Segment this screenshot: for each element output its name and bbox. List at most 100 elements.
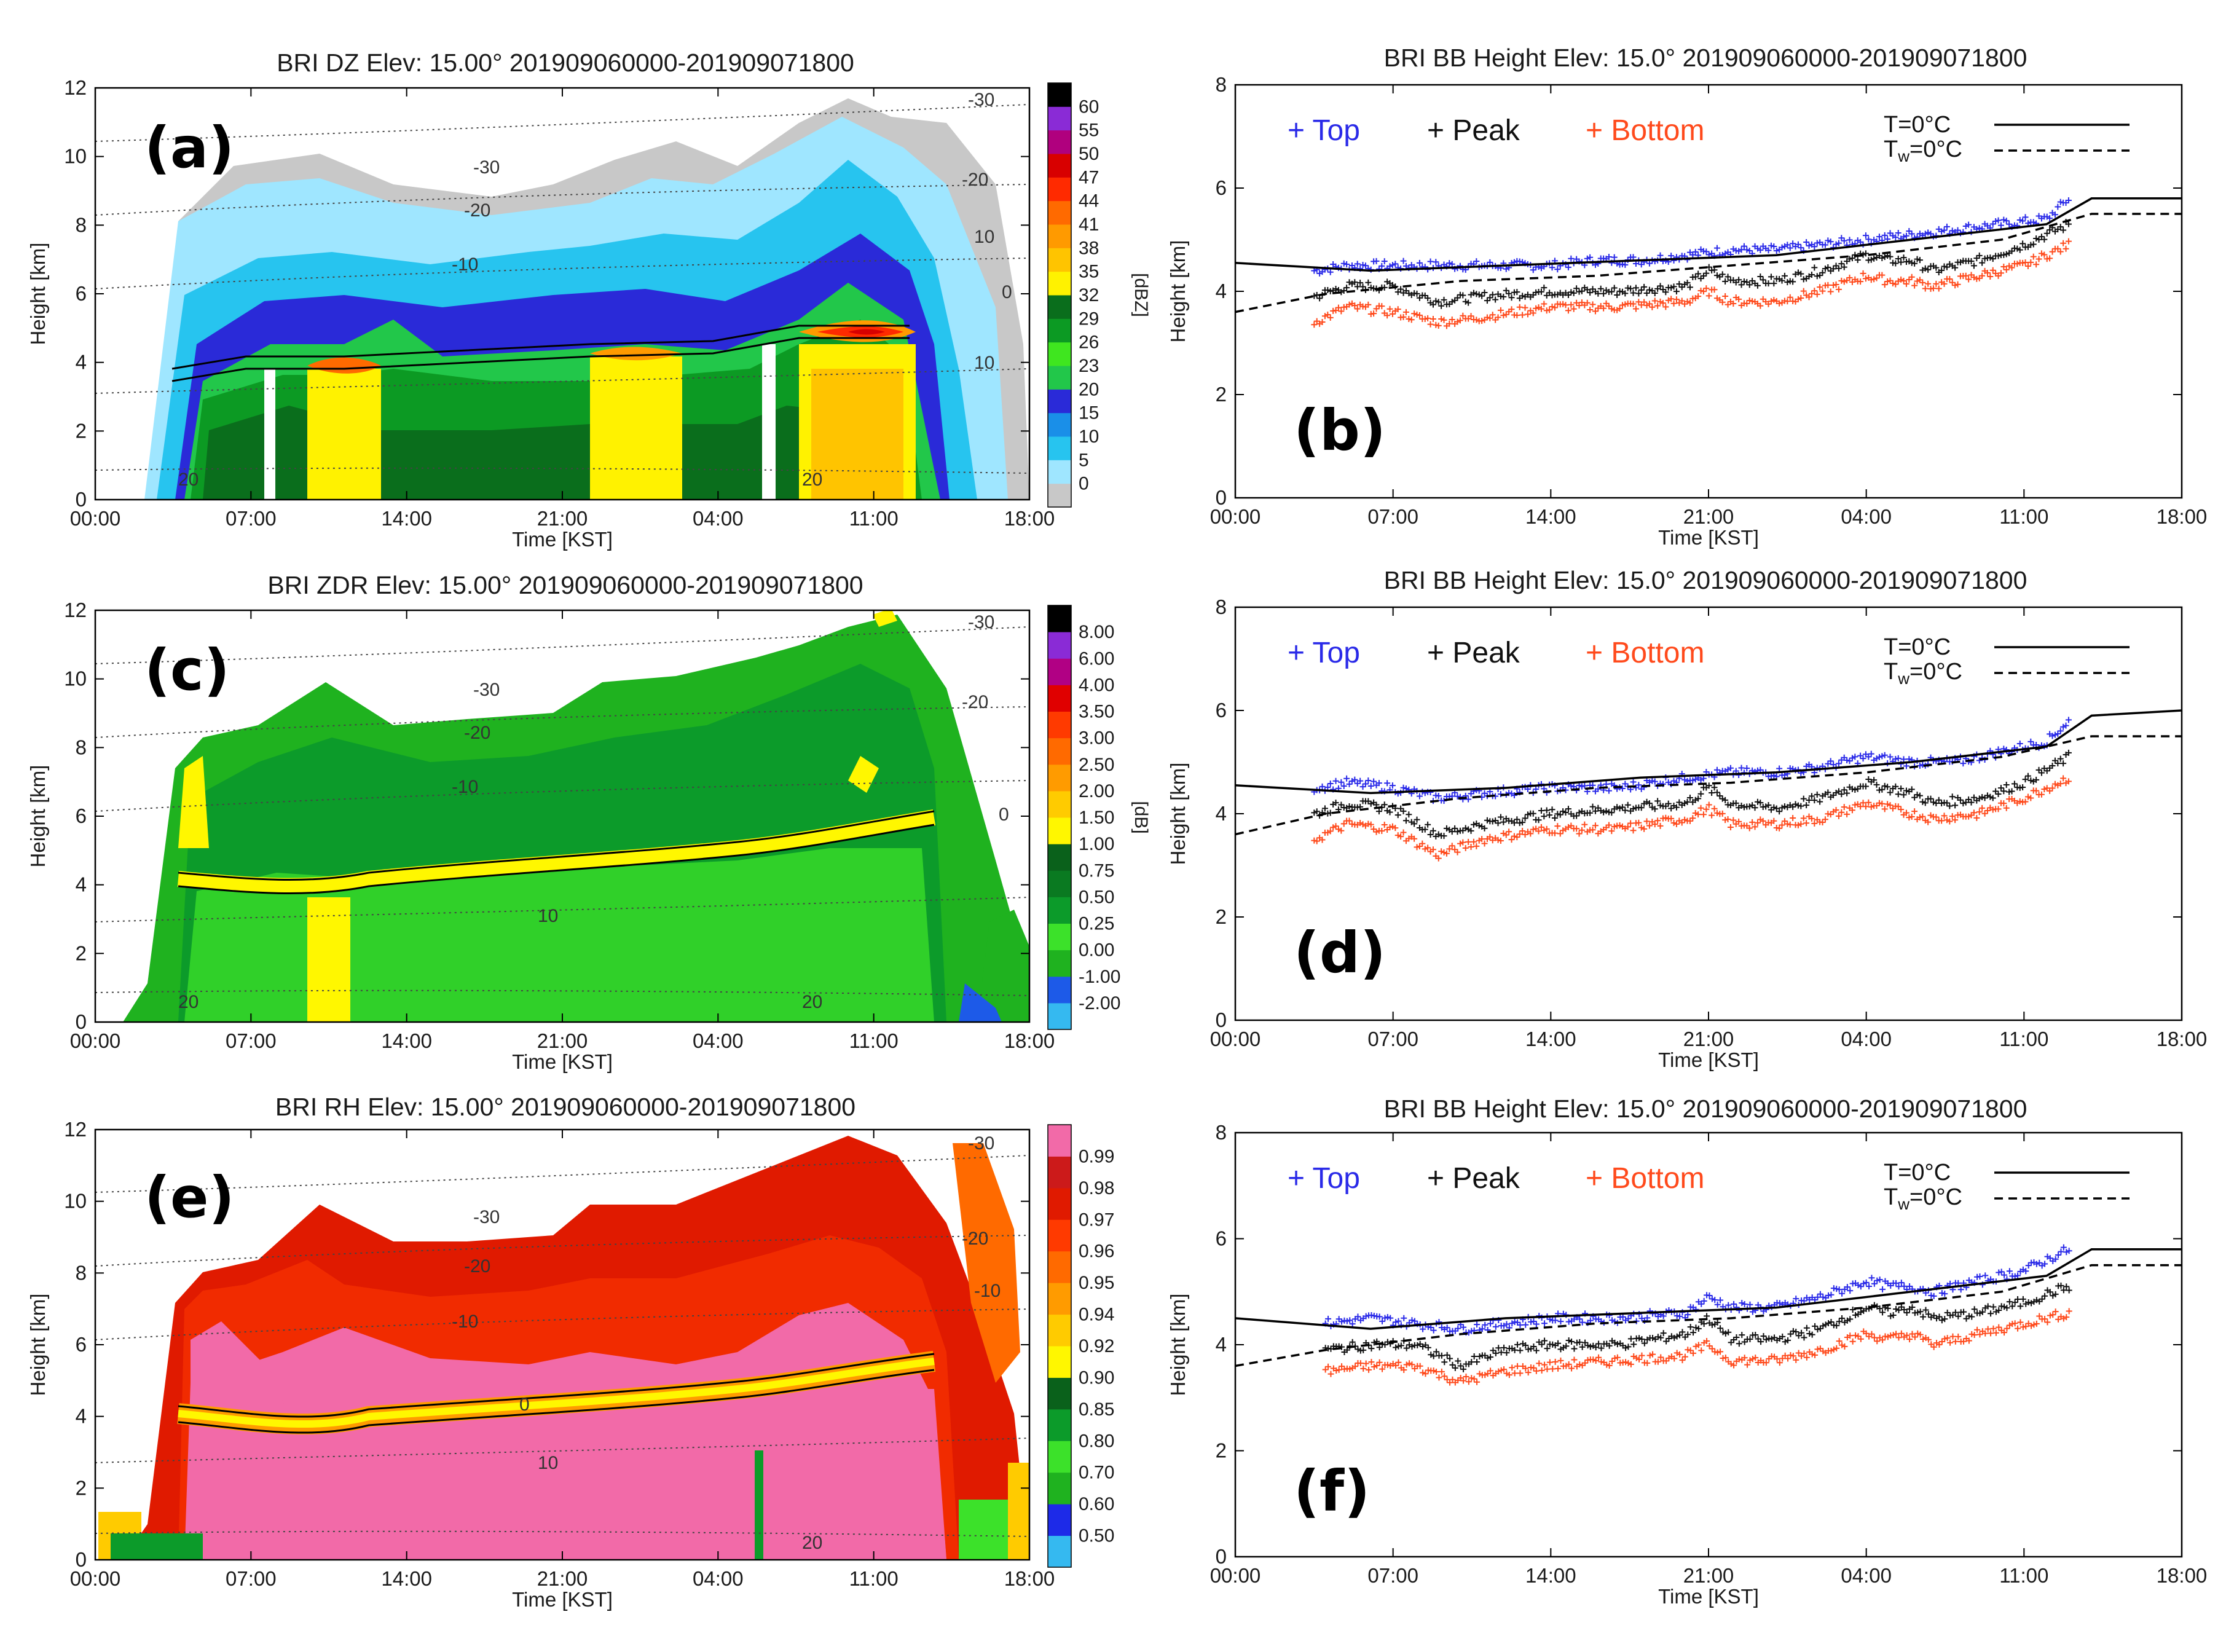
bb-point: [1324, 784, 1331, 791]
bb-point: [1798, 270, 1804, 277]
panel-a-isotherm-label: -10: [452, 254, 478, 275]
bb-point: [1549, 264, 1555, 271]
bb-point: [1933, 800, 1940, 806]
bb-point: [1668, 285, 1675, 291]
bb-point: [2035, 236, 2042, 243]
series-bottom: [1322, 1308, 2072, 1386]
y-tick-label: 2: [1216, 1439, 1227, 1462]
bb-point: [1873, 781, 1880, 788]
bb-point: [1449, 828, 1455, 835]
bb-point: [1814, 273, 1820, 280]
bb-point: [1828, 1319, 1835, 1326]
bb-point: [1641, 299, 1648, 305]
bb-point: [1698, 1347, 1705, 1354]
bb-point: [1487, 833, 1493, 840]
bb-point: [1971, 1332, 1978, 1339]
bb-point: [1584, 299, 1591, 306]
bb-point: [1509, 1364, 1516, 1371]
bb-point: [1738, 281, 1745, 288]
bb-point: [1492, 296, 1499, 303]
bb-point: [1779, 822, 1785, 828]
bb-point: [1587, 1317, 1594, 1324]
bb-point: [1849, 255, 1855, 262]
bb-point: [1798, 245, 1804, 251]
colorbar-tick-label: 15: [1079, 403, 1099, 423]
bb-point: [1906, 1283, 1913, 1289]
x-tick-label: 18:00: [2157, 505, 2208, 528]
bb-point: [1962, 272, 1969, 279]
bb-point: [1386, 809, 1393, 816]
bb-point: [1365, 820, 1372, 827]
bb-point: [1782, 1352, 1788, 1359]
bb-point: [1722, 293, 1729, 300]
bb-point: [1422, 846, 1428, 852]
bb-point: [2052, 1256, 2059, 1262]
bb-point: [1359, 262, 1366, 269]
bb-point: [1611, 285, 1618, 291]
bb-point: [1863, 1279, 1870, 1286]
bb-point: [1571, 1345, 1578, 1352]
x-tick-label: 11:00: [849, 507, 899, 530]
bb-point: [1402, 817, 1409, 824]
bb-point: [1938, 1317, 1945, 1324]
bb-point: [1900, 756, 1907, 763]
bb-point: [1627, 820, 1634, 827]
x-tick-label: 18:00: [2157, 1564, 2208, 1587]
bb-point: [1371, 1339, 1377, 1346]
bb-point: [1971, 1306, 1978, 1313]
colorbar-unit: [dB]: [1131, 801, 1151, 833]
bb-point: [1414, 311, 1420, 318]
bb-point: [1709, 790, 1715, 796]
bb-point: [1933, 264, 1940, 271]
bb-point: [1516, 304, 1523, 310]
bb-point: [2063, 245, 2069, 252]
bb-point: [1339, 1343, 1345, 1350]
bb-point: [1389, 310, 1396, 317]
bb-point: [2055, 760, 2061, 766]
panel-c-isotherm-label: 0: [999, 804, 1009, 825]
bb-point: [2055, 730, 2061, 737]
bb-point: [1697, 804, 1704, 811]
y-tick-label: 6: [1216, 699, 1227, 722]
bb-point: [1463, 1373, 1469, 1380]
bb-point: [2000, 800, 2007, 807]
bb-point: [1849, 1307, 1856, 1313]
bb-point: [1736, 1340, 1742, 1347]
bb-point: [2063, 1314, 2070, 1321]
bb-point: [1406, 811, 1412, 818]
y-tick-label: 4: [1216, 802, 1227, 825]
bb-point: [1692, 273, 1699, 280]
bb-point: [1411, 835, 1418, 842]
bb-point: [1514, 834, 1520, 841]
bb-point: [1957, 259, 1964, 266]
bb-point: [2063, 1249, 2070, 1256]
bb-point: [1554, 823, 1561, 830]
bb-point: [1384, 1314, 1391, 1321]
bb-point: [1568, 255, 1575, 262]
bb-point: [2006, 1299, 2013, 1305]
bb-point: [1692, 796, 1699, 803]
bb-point: [1884, 235, 1891, 242]
colorbar-tick-label: 23: [1079, 356, 1099, 376]
bb-point: [1378, 303, 1385, 310]
bb-point: [1330, 824, 1337, 831]
bb-point: [1725, 1302, 1732, 1308]
colorbar-tick-label: 0.97: [1079, 1210, 1114, 1230]
bb-point: [1541, 1320, 1548, 1327]
bb-point: [1938, 267, 1945, 273]
bb-point: [1441, 1373, 1448, 1380]
bb-point: [1982, 1272, 1989, 1279]
bb-point: [1508, 294, 1515, 301]
x-tick-label: 21:00: [1683, 1028, 1734, 1050]
bb-point: [2060, 723, 2067, 730]
panel-c-isotherm-label: 20: [802, 992, 822, 1012]
bb-point: [1925, 819, 1932, 825]
bb-point: [1844, 811, 1850, 817]
bb-point: [2006, 221, 2013, 227]
bb-point: [2020, 218, 2026, 224]
bb-point: [1384, 312, 1391, 319]
bb-point: [1830, 761, 1837, 768]
bb-point: [1836, 1338, 1843, 1345]
